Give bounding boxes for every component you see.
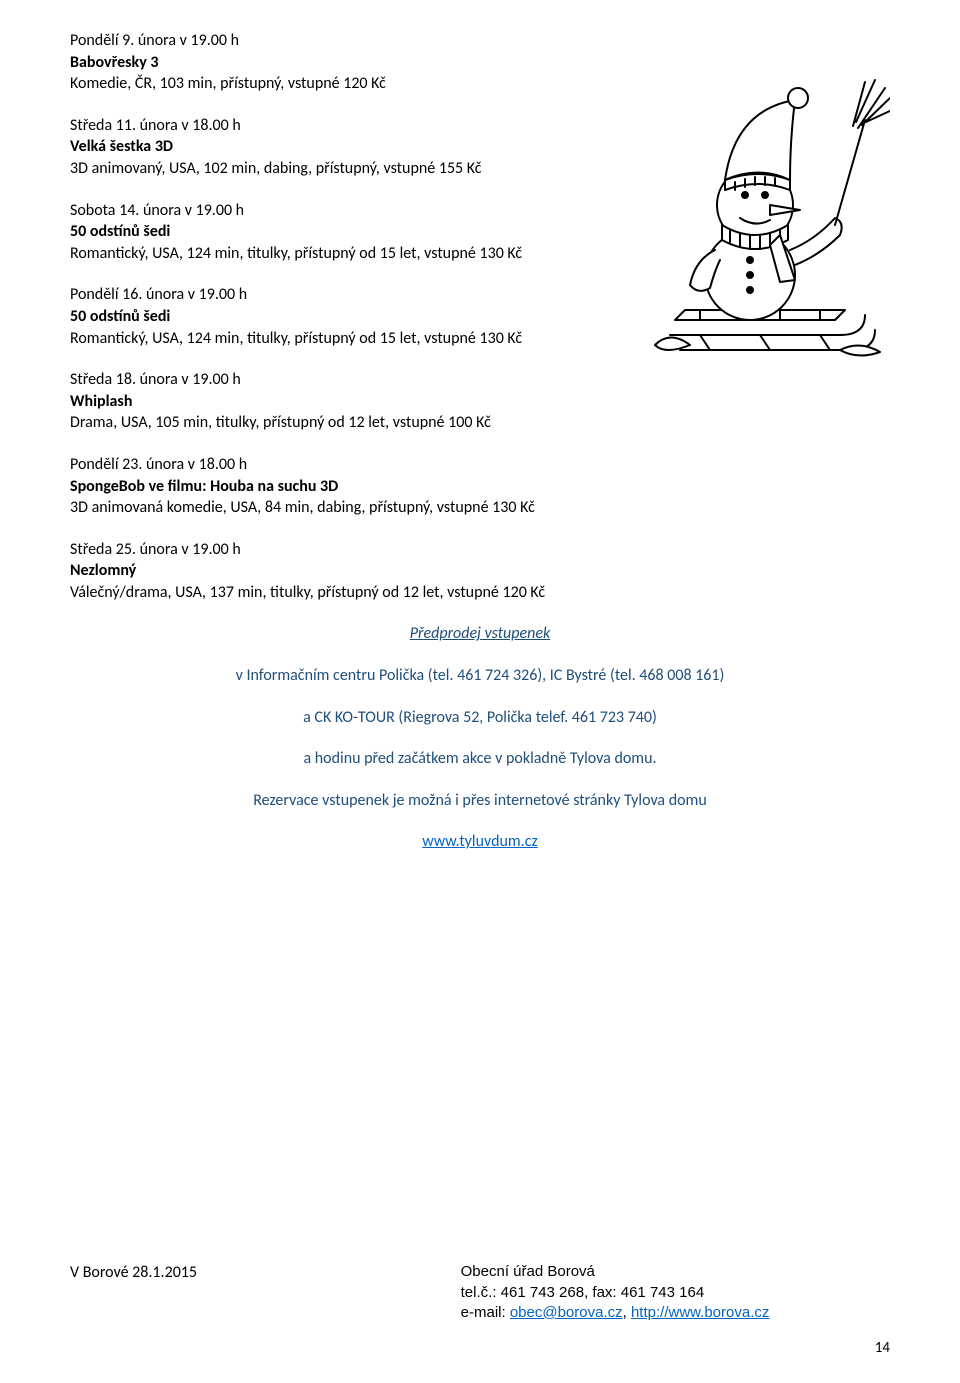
- event-block: Středa 11. února v 18.00 h Velká šestka …: [70, 115, 670, 180]
- ticket-heading-text: Předprodej vstupenek: [410, 624, 551, 643]
- event-desc: 3D animovaná komedie, USA, 84 min, dabin…: [70, 497, 670, 519]
- event-date: Pondělí 23. února v 18.00 h: [70, 454, 670, 476]
- event-date: Středa 25. února v 19.00 h: [70, 539, 670, 561]
- event-title: Whiplash: [70, 391, 670, 413]
- footer: V Borové 28.1.2015 Obecní úřad Borová te…: [70, 1262, 890, 1323]
- event-desc: Romantický, USA, 124 min, titulky, příst…: [70, 243, 670, 265]
- event-block: Středa 25. února v 19.00 h Nezlomný Vále…: [70, 539, 670, 604]
- footer-office: Obecní úřad Borová: [461, 1262, 770, 1282]
- event-date: Pondělí 16. února v 19.00 h: [70, 284, 670, 306]
- event-title: Babovřesky 3: [70, 52, 670, 74]
- event-date: Středa 11. února v 18.00 h: [70, 115, 670, 137]
- footer-contact: tel.č.: 461 743 268, fax: 461 743 164: [461, 1283, 770, 1303]
- event-block: Pondělí 9. února v 19.00 h Babovřesky 3 …: [70, 30, 670, 95]
- event-desc: Romantický, USA, 124 min, titulky, příst…: [70, 328, 670, 350]
- event-block: Pondělí 23. února v 18.00 h SpongeBob ve…: [70, 454, 670, 519]
- event-desc: Válečný/drama, USA, 137 min, titulky, př…: [70, 582, 670, 604]
- event-block: Sobota 14. února v 19.00 h 50 odstínů še…: [70, 200, 670, 265]
- event-block: Středa 18. února v 19.00 h Whiplash Dram…: [70, 369, 670, 434]
- event-block: Pondělí 16. února v 19.00 h 50 odstínů š…: [70, 284, 670, 349]
- event-date: Sobota 14. února v 19.00 h: [70, 200, 670, 222]
- event-title: 50 odstínů šedi: [70, 306, 670, 328]
- tylovdum-link[interactable]: www.tyluvdum.cz: [422, 832, 538, 851]
- info-line: v Informačním centru Polička (tel. 461 7…: [70, 665, 890, 687]
- ticket-heading: Předprodej vstupenek: [70, 623, 890, 645]
- event-title: Velká šestka 3D: [70, 136, 670, 158]
- page-number: 14: [875, 1338, 890, 1358]
- footer-office-block: Obecní úřad Borová tel.č.: 461 743 268, …: [461, 1262, 770, 1323]
- footer-sep: ,: [623, 1304, 631, 1321]
- footer-email-label: e-mail:: [461, 1304, 510, 1321]
- event-date: Středa 18. února v 19.00 h: [70, 369, 670, 391]
- event-title: SpongeBob ve filmu: Houba na suchu 3D: [70, 476, 670, 498]
- footer-email-link[interactable]: obec@borova.cz: [510, 1304, 623, 1321]
- event-desc: Drama, USA, 105 min, titulky, přístupný …: [70, 412, 670, 434]
- info-line: a CK KO-TOUR (Riegrova 52, Polička telef…: [70, 707, 890, 729]
- events-list: Pondělí 9. února v 19.00 h Babovřesky 3 …: [70, 30, 670, 603]
- event-desc: 3D animovaný, USA, 102 min, dabing, přís…: [70, 158, 670, 180]
- info-line: a hodinu před začátkem akce v pokladně T…: [70, 748, 890, 770]
- event-title: 50 odstínů šedi: [70, 221, 670, 243]
- event-title: Nezlomný: [70, 560, 670, 582]
- footer-email-line: e-mail: obec@borova.cz, http://www.borov…: [461, 1303, 770, 1323]
- ticket-section: Předprodej vstupenek v Informačním centr…: [70, 623, 890, 853]
- website-line: www.tyluvdum.cz: [70, 831, 890, 853]
- event-desc: Komedie, ČR, 103 min, přístupný, vstupné…: [70, 73, 670, 95]
- info-line: Rezervace vstupenek je možná i přes inte…: [70, 790, 890, 812]
- snowman-sled-icon: [640, 50, 890, 370]
- footer-date: V Borové 28.1.2015: [70, 1262, 197, 1284]
- footer-url-link[interactable]: http://www.borova.cz: [631, 1304, 769, 1321]
- event-date: Pondělí 9. února v 19.00 h: [70, 30, 670, 52]
